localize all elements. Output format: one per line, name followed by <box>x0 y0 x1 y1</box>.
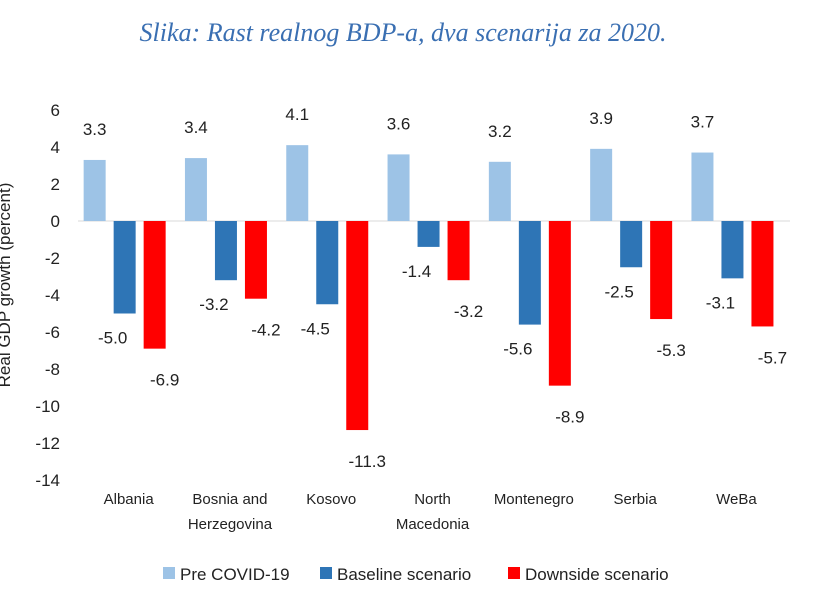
value-label-baseline: -5.6 <box>503 340 532 359</box>
value-label-pre: 3.7 <box>691 113 715 132</box>
y-tick-label: 4 <box>51 138 60 157</box>
value-label-pre: 3.9 <box>589 109 613 128</box>
y-tick-label: -14 <box>35 471 60 490</box>
bar-downside <box>447 221 470 281</box>
value-labels: 3.3 -5.0 -6.9 3.4 -3.2 -4.2 4.1 -4.5 -11.3 3.6 -1.… <box>83 105 787 471</box>
y-tick-label: -8 <box>45 360 60 379</box>
value-label-pre: 3.4 <box>184 118 208 137</box>
y-axis-ticks: 6 4 2 0 -2 -4 -6 -8 -10 -12 -14 <box>35 101 60 490</box>
legend-swatch-baseline <box>320 567 332 579</box>
x-tick-label-line: Albania <box>104 491 155 508</box>
legend-label-baseline: Baseline scenario <box>337 565 471 584</box>
legend: Pre COVID-19 Baseline scenario Downside sc… <box>163 565 669 584</box>
value-label-pre: 3.6 <box>387 114 411 133</box>
x-tick-label-line: Serbia <box>613 491 657 508</box>
legend-swatch-downside <box>508 567 520 579</box>
bar-baseline <box>113 221 136 314</box>
x-tick-label-line: Macedonia <box>396 516 470 533</box>
legend-label-pre: Pre COVID-19 <box>180 565 290 584</box>
y-axis-title: Real GDP growth (percent) <box>0 183 14 388</box>
bar-downside <box>346 221 369 431</box>
figure-caption: Slika: Rast realnog BDP-a, dva scenarija… <box>139 18 667 47</box>
y-tick-label: -10 <box>35 397 60 416</box>
x-tick-label-line: WeBa <box>716 491 757 508</box>
x-tick-label-line: North <box>414 491 451 508</box>
bar-baseline <box>417 221 440 247</box>
y-tick-label: -2 <box>45 249 60 268</box>
y-tick-label: -12 <box>35 434 60 453</box>
bar-downside <box>751 221 774 327</box>
x-axis-labels: Albania Bosnia and Herzegovina Kosovo North M… <box>104 491 758 533</box>
bar-pre <box>691 152 714 221</box>
value-label-downside: -4.2 <box>251 321 280 340</box>
value-label-pre: 3.2 <box>488 122 512 141</box>
y-tick-label: 6 <box>51 101 60 120</box>
bar-pre <box>590 148 613 221</box>
bar-baseline <box>518 221 541 325</box>
x-tick-label: Serbia <box>613 491 657 508</box>
value-label-pre: 3.3 <box>83 120 107 139</box>
legend-swatch-pre <box>163 567 175 579</box>
x-tick-label: WeBa <box>716 491 757 508</box>
y-tick-label: 0 <box>51 212 60 231</box>
value-label-baseline: -5.0 <box>98 329 127 348</box>
value-label-baseline: -3.1 <box>706 293 735 312</box>
bar-downside <box>244 221 267 299</box>
bars <box>83 145 774 431</box>
bar-pre <box>83 159 106 221</box>
y-tick-label: -4 <box>45 286 60 305</box>
value-label-downside: -11.3 <box>349 452 387 471</box>
value-label-baseline: -1.4 <box>402 262 431 281</box>
value-label-pre: 4.1 <box>285 105 309 124</box>
bar-pre <box>286 145 309 221</box>
bar-baseline <box>316 221 339 305</box>
value-label-baseline: -3.2 <box>199 295 228 314</box>
y-axis-title-group: Real GDP growth (percent) <box>0 183 14 388</box>
x-tick-label: Kosovo <box>306 491 356 508</box>
bar-pre <box>184 158 207 221</box>
x-tick-label-line: Montenegro <box>494 491 574 508</box>
x-tick-label: North Macedonia <box>396 491 470 533</box>
bar-baseline <box>214 221 237 281</box>
bar-baseline <box>721 221 744 279</box>
y-tick-label: -6 <box>45 323 60 342</box>
bar-pre <box>387 154 410 221</box>
value-label-downside: -3.2 <box>454 302 483 321</box>
x-tick-label-line: Bosnia and <box>192 491 267 508</box>
value-label-baseline: -4.5 <box>301 319 330 338</box>
bar-downside <box>548 221 571 386</box>
x-tick-label: Bosnia and Herzegovina <box>188 491 273 533</box>
bar-pre <box>488 161 511 221</box>
bar-downside <box>143 221 166 349</box>
value-label-downside: -8.9 <box>555 408 584 427</box>
bar-baseline <box>620 221 643 268</box>
value-label-downside: -6.9 <box>150 371 179 390</box>
x-tick-label: Montenegro <box>494 491 574 508</box>
legend-label-downside: Downside scenario <box>525 565 669 584</box>
value-label-downside: -5.7 <box>758 348 787 367</box>
value-label-baseline: -2.5 <box>605 282 634 301</box>
bar-downside <box>650 221 673 320</box>
value-label-downside: -5.3 <box>657 341 686 360</box>
x-tick-label: Albania <box>104 491 155 508</box>
x-tick-label-line: Kosovo <box>306 491 356 508</box>
y-tick-label: 2 <box>51 175 60 194</box>
x-tick-label-line: Herzegovina <box>188 516 273 533</box>
